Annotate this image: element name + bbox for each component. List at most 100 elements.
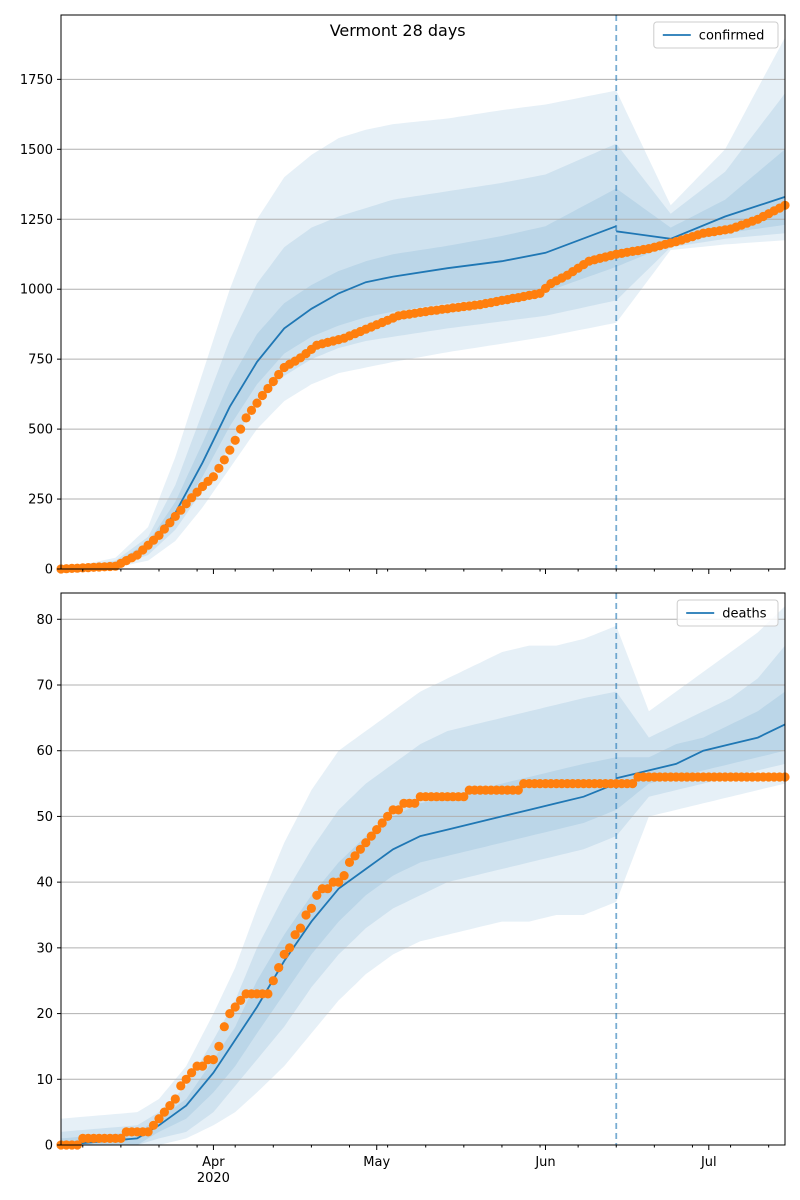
observed-point [236,424,246,434]
observed-point [290,930,300,940]
observed-point [170,1094,180,1104]
observed-point [159,1107,169,1117]
observed-point [274,963,284,973]
plot-frame [60,592,786,1146]
observed-point [295,923,306,933]
x-tick-sublabel: 2020 [197,1171,230,1186]
legend-box [676,599,779,627]
observed-point [366,831,376,841]
observed-point [154,530,164,541]
confirmed-panel: 0 250 500 750 1000 1250 1500 1750 Vermont 28 da… [20,14,790,578]
observed-point [219,455,229,465]
chart-title: Vermont 28 days [330,21,466,40]
observed-point [197,1061,208,1071]
observed-point [323,884,333,894]
observed-point [170,511,180,521]
observed-point [279,949,289,960]
observed-point [236,995,246,1006]
x-tick-label: Apr [202,1155,225,1170]
band-2-fitted [61,691,617,1145]
observed-point [165,1101,175,1111]
observed-point [230,1002,240,1012]
observed-point [350,851,360,861]
band-1-fitted [61,90,617,569]
x-tick-label: Jul [700,1155,717,1170]
observed-point [208,472,218,482]
observed-point [225,1009,235,1019]
legend: deaths [676,599,779,627]
observed-point [285,943,295,953]
observed-points [56,200,790,574]
observed-point [306,903,316,914]
band-1-forecast [616,606,785,902]
plot-frame [60,14,786,570]
observed-point [383,811,393,822]
observed-point [257,390,267,401]
y-tick-label: 80 [36,613,53,628]
observed-point [116,1133,126,1143]
y-tick-label: 1500 [20,143,53,158]
y-axis: 0 250 500 750 1000 1250 1500 1750 [20,73,61,578]
series-line-forecast [616,196,786,240]
observed-point [154,1114,164,1124]
observed-point [181,1074,191,1084]
observed-point [208,1055,218,1065]
y-tick-label: 1750 [20,73,53,88]
observed-point [214,1041,224,1051]
y-tick-label: 50 [36,810,53,825]
series-line-fitted [60,782,617,1146]
observed-point [628,779,638,789]
observed-point [344,857,355,868]
legend-box [653,21,779,49]
y-tick-label: 60 [36,744,53,759]
observed-point [410,798,420,808]
y-tick-label: 250 [28,493,53,508]
observed-point [372,825,382,835]
observed-point [393,805,404,815]
x-axis [82,569,770,574]
observed-point [377,818,387,828]
y-tick-label: 0 [45,1139,53,1154]
y-tick-label: 70 [36,679,53,694]
median-series [60,723,786,1146]
series-line-forecast [615,723,786,780]
legend-label: confirmed [699,29,765,44]
observed-point [246,405,257,415]
observed-point [339,871,349,881]
observed-point [263,383,273,394]
observed-point [181,499,191,509]
confidence-bands [61,37,785,569]
observed-point [334,877,344,887]
legend-label: deaths [722,607,767,622]
observed-point [513,785,523,795]
observed-point [274,369,284,380]
y-tick-label: 40 [36,876,53,891]
observed-point [148,1120,159,1130]
band-2-forecast [616,645,785,837]
observed-point [230,435,240,445]
x-tick-label: May [363,1155,390,1170]
observed-point [176,1081,186,1091]
y-tick-label: 20 [36,1007,53,1022]
observed-point [159,524,169,534]
observed-point [219,1022,229,1032]
confidence-bands [61,606,785,1145]
y-tick-label: 10 [36,1073,53,1088]
observed-point [187,1068,197,1078]
band-3-fitted [61,757,617,1145]
observed-point [225,445,235,455]
y-tick-label: 0 [45,563,53,578]
observed-point [214,463,224,473]
legend: confirmed [653,21,779,49]
observed-point [241,413,251,423]
observed-point [143,1127,153,1137]
observed-point [355,844,365,854]
observed-point [459,792,469,802]
y-axis: 0 10 20 30 40 50 60 70 80 [36,613,61,1154]
observed-point [301,910,311,920]
observed-point [263,989,273,999]
band-1-forecast [616,37,785,323]
band-3-fitted [61,188,617,569]
